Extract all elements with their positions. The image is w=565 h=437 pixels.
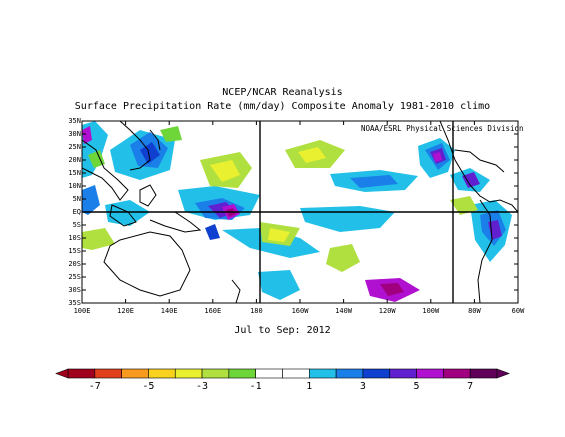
colorbar-segment (201, 368, 230, 379)
lat-label: 10N (68, 182, 81, 190)
colorbar-label: 5 (413, 381, 420, 392)
lat-label: 20S (68, 260, 81, 268)
anomaly-field (82, 121, 512, 302)
lon-label: 160E (204, 307, 222, 315)
colorbar-segment (121, 368, 149, 379)
lat-label: 25N (68, 143, 81, 151)
coastlines (82, 121, 518, 303)
colorbar-segment (443, 368, 471, 379)
colorbar-label: -1 (249, 381, 262, 392)
colorbar-left-arrow (55, 368, 69, 379)
colorbar-segment (255, 368, 283, 379)
lon-label: 120E (117, 307, 135, 315)
lat-label: 5S (72, 221, 81, 229)
lat-label: 15S (68, 247, 81, 255)
colorbar-segment (469, 368, 498, 379)
lat-label: 10S (68, 234, 81, 242)
lat-label: 35S (68, 299, 81, 307)
axis-ticks (81, 120, 519, 304)
credit-label: NOAA/ESRL Physical Sciences Division (361, 124, 524, 133)
lat-label: 5N (72, 195, 81, 203)
chart-title: NCEP/NCAR Reanalysis (222, 87, 343, 98)
colorbar-segment (148, 368, 176, 379)
colorbar-segment (309, 368, 337, 379)
lon-label: 100W (422, 307, 440, 315)
chart-subtitle: Surface Precipitation Rate (mm/day) Comp… (74, 101, 491, 112)
colorbar-label: -3 (196, 381, 209, 392)
colorbar-segment (416, 368, 444, 379)
lon-label: 80W (468, 307, 481, 315)
lon-label: 180 (250, 307, 263, 315)
lon-label: 140E (160, 307, 178, 315)
colorbar-label: -5 (142, 381, 155, 392)
colorbar-segment (174, 368, 203, 379)
colorbar-label: 7 (467, 381, 474, 392)
colorbar-label: 1 (306, 381, 313, 392)
lat-label: 35N (68, 117, 81, 125)
colorbar-segment (282, 368, 310, 379)
colorbar-segment (67, 368, 96, 379)
colorbar-segment (94, 368, 122, 379)
lat-label: 30N (68, 130, 81, 138)
colorbar-label: -7 (88, 381, 101, 392)
colorbar-segment (228, 368, 256, 379)
colorbar-label: 3 (359, 381, 366, 392)
colorbar-segment (335, 368, 364, 379)
colorbar-segment (362, 368, 391, 379)
lon-label: 160W (291, 307, 309, 315)
colorbar-right-arrow (496, 368, 510, 379)
lon-label: 100E (73, 307, 91, 315)
period-label: Jul to Sep: 2012 (234, 325, 331, 336)
lon-label: 60W (511, 307, 525, 315)
lat-label: 25S (68, 273, 81, 281)
lon-label: 120W (378, 307, 396, 315)
lat-label: 15N (68, 169, 81, 177)
lat-label: 20N (68, 156, 81, 164)
lon-label: 140W (335, 307, 353, 315)
lat-label: 30S (68, 286, 81, 294)
colorbar-segment (389, 368, 417, 379)
lat-label: EQ (72, 208, 81, 216)
